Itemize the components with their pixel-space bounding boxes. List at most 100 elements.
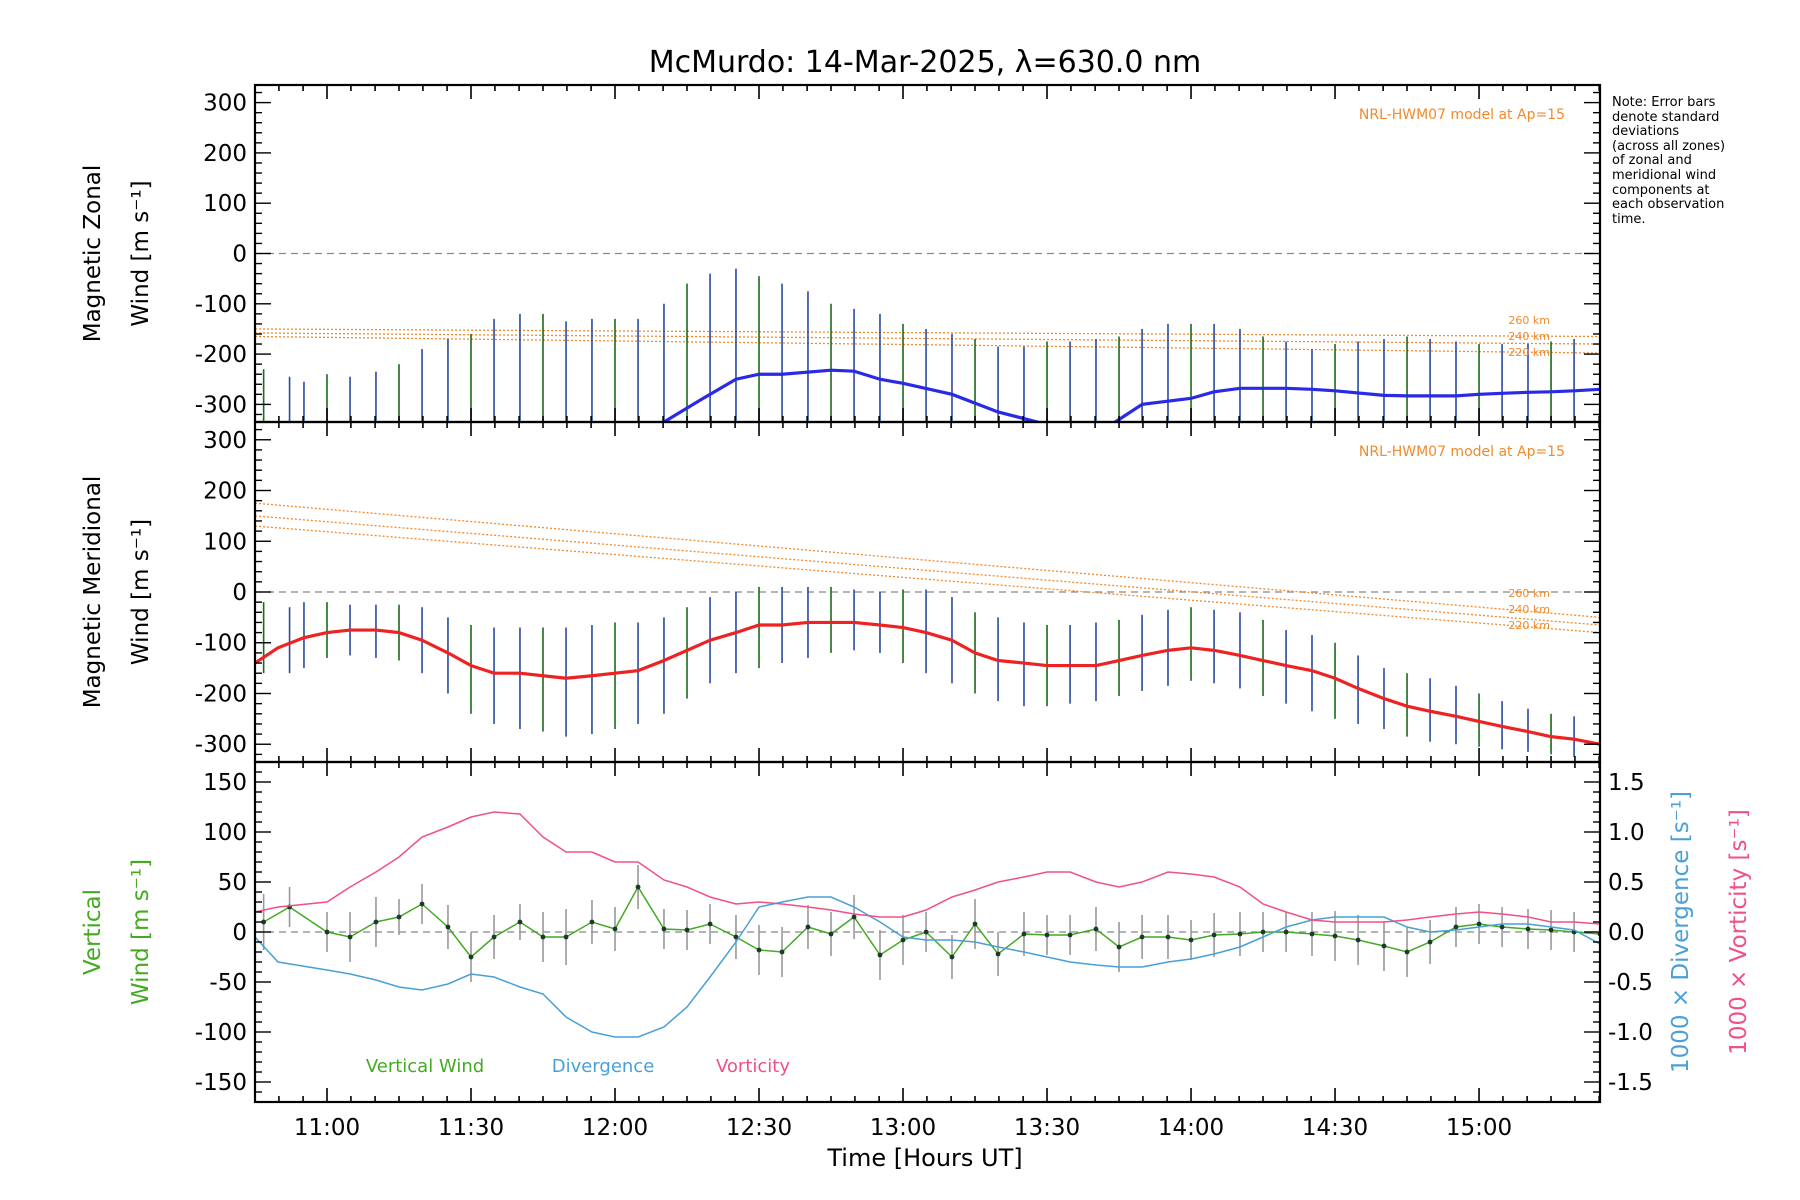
x-tick-label: 13:00 bbox=[870, 1115, 936, 1141]
model-line-2 bbox=[255, 335, 1600, 354]
data-point bbox=[877, 952, 883, 958]
data-point bbox=[1021, 931, 1027, 937]
divergence-axis-label: 1000 × Divergence [s⁻¹] bbox=[1668, 791, 1694, 1073]
series-line-divergence bbox=[255, 896, 1600, 1038]
data-point bbox=[612, 926, 618, 932]
series-line-zonal-wind bbox=[657, 368, 1600, 422]
y-tick-label: 0 bbox=[232, 920, 247, 946]
right-tick-label: -1.5 bbox=[1608, 1070, 1653, 1096]
legend-item: Vertical Wind bbox=[366, 1056, 484, 1077]
model-label: NRL-HWM07 model at Ap=15 bbox=[1359, 107, 1565, 123]
data-point bbox=[1355, 937, 1361, 943]
model-altitude-label: 260 km bbox=[1508, 314, 1550, 327]
data-point bbox=[396, 914, 402, 920]
error-bar-note: Note: Error bars denote standard deviati… bbox=[1612, 95, 1726, 227]
data-point bbox=[1453, 924, 1459, 930]
data-point bbox=[661, 926, 667, 932]
data-point bbox=[805, 924, 811, 930]
data-point bbox=[707, 921, 713, 927]
data-point bbox=[373, 919, 379, 925]
model-altitude-label: 240 km bbox=[1508, 603, 1550, 616]
right-tick-label: -1.0 bbox=[1608, 1020, 1653, 1046]
data-point bbox=[949, 954, 955, 960]
series-line-meridional-wind bbox=[255, 620, 1600, 746]
x-tick-label: 12:30 bbox=[726, 1115, 792, 1141]
y-tick-label: -100 bbox=[195, 631, 247, 657]
data-point bbox=[779, 949, 785, 955]
x-axis-label: Time [Hours UT] bbox=[826, 1144, 1022, 1172]
meridional-wind-panel: 300 200 100 0 -100 -200 -300 NRL-HWM07 model at… bbox=[80, 420, 1602, 764]
data-point bbox=[468, 954, 474, 960]
model-altitude-label: 240 km bbox=[1508, 330, 1550, 343]
data-point bbox=[1116, 944, 1122, 950]
chart-title: McMurdo: 14-Mar-2025, λ=630.0 nm bbox=[649, 45, 1202, 80]
y-axis-label-line1: Vertical bbox=[80, 889, 106, 975]
y-tick-label: 300 bbox=[203, 428, 247, 454]
x-tick-label: 11:00 bbox=[294, 1115, 360, 1141]
data-point bbox=[1381, 943, 1387, 949]
data-point bbox=[491, 934, 497, 940]
x-tick-label: 12:00 bbox=[582, 1115, 648, 1141]
y-tick-label: -150 bbox=[195, 1070, 247, 1096]
data-point bbox=[900, 937, 906, 943]
y-tick-label: 300 bbox=[203, 91, 247, 117]
data-point bbox=[684, 927, 690, 933]
data-point bbox=[324, 929, 330, 935]
legend-item: Divergence bbox=[552, 1056, 655, 1077]
data-point bbox=[923, 929, 929, 935]
model-label: NRL-HWM07 model at Ap=15 bbox=[1359, 444, 1565, 460]
plot-area bbox=[255, 811, 1600, 1038]
y-tick-label: 100 bbox=[203, 529, 247, 555]
data-point bbox=[995, 951, 1001, 957]
data-point bbox=[563, 934, 569, 940]
y-tick-label: 50 bbox=[218, 870, 247, 896]
data-point bbox=[1309, 931, 1315, 937]
y-tick-label: 100 bbox=[203, 820, 247, 846]
data-point bbox=[445, 924, 451, 930]
zonal-wind-panel: 300 200 100 0 -100 -200 -300 NRL-HWM07 model at… bbox=[80, 83, 1602, 424]
y-tick-label: -100 bbox=[195, 1020, 247, 1046]
model-line-0 bbox=[255, 328, 1600, 338]
data-point bbox=[1237, 931, 1243, 937]
data-point bbox=[1260, 929, 1266, 935]
x-tick-label: 13:30 bbox=[1014, 1115, 1080, 1141]
data-point bbox=[733, 934, 739, 940]
y-tick-label: -50 bbox=[209, 970, 247, 996]
data-point bbox=[540, 934, 546, 940]
y-tick-label: -300 bbox=[195, 732, 247, 758]
y-axis-label-line1: Magnetic Zonal bbox=[80, 165, 106, 343]
right-tick-label: 1.5 bbox=[1608, 770, 1645, 796]
vorticity-axis-label: 1000 × Vorticity [s⁻¹] bbox=[1726, 809, 1752, 1055]
right-tick-label: 0.5 bbox=[1608, 870, 1645, 896]
data-point bbox=[851, 914, 857, 920]
right-tick-label: 1.0 bbox=[1608, 820, 1645, 846]
series-line-vertical-wind bbox=[263, 885, 1600, 959]
model-altitude-label: 220 km bbox=[1508, 619, 1550, 632]
plot-area bbox=[255, 502, 1600, 760]
data-point bbox=[828, 931, 834, 937]
right-tick-label: 0.0 bbox=[1608, 920, 1645, 946]
x-tick-label: 15:00 bbox=[1446, 1115, 1512, 1141]
model-line-1 bbox=[255, 332, 1600, 345]
x-tick-label: 14:00 bbox=[1158, 1115, 1224, 1141]
data-point bbox=[1404, 949, 1410, 955]
model-line-0 bbox=[255, 502, 1600, 619]
y-tick-label: 200 bbox=[203, 141, 247, 167]
data-point bbox=[972, 921, 978, 927]
y-tick-label: -200 bbox=[195, 342, 247, 368]
data-point bbox=[261, 919, 267, 925]
y-tick-label: 0 bbox=[232, 580, 247, 606]
x-tick-label: 11:30 bbox=[438, 1115, 504, 1141]
data-point bbox=[1476, 921, 1482, 927]
data-point bbox=[1211, 932, 1217, 938]
y-axis-label-line2: Wind [m s⁻¹] bbox=[128, 859, 154, 1005]
data-point bbox=[517, 919, 523, 925]
y-tick-label: -200 bbox=[195, 681, 247, 707]
model-altitude-label: 260 km bbox=[1508, 587, 1550, 600]
data-point bbox=[1332, 933, 1338, 939]
data-point bbox=[419, 901, 425, 907]
y-tick-label: -100 bbox=[195, 292, 247, 318]
data-point bbox=[1525, 926, 1531, 932]
model-altitude-label: 220 km bbox=[1508, 346, 1550, 359]
